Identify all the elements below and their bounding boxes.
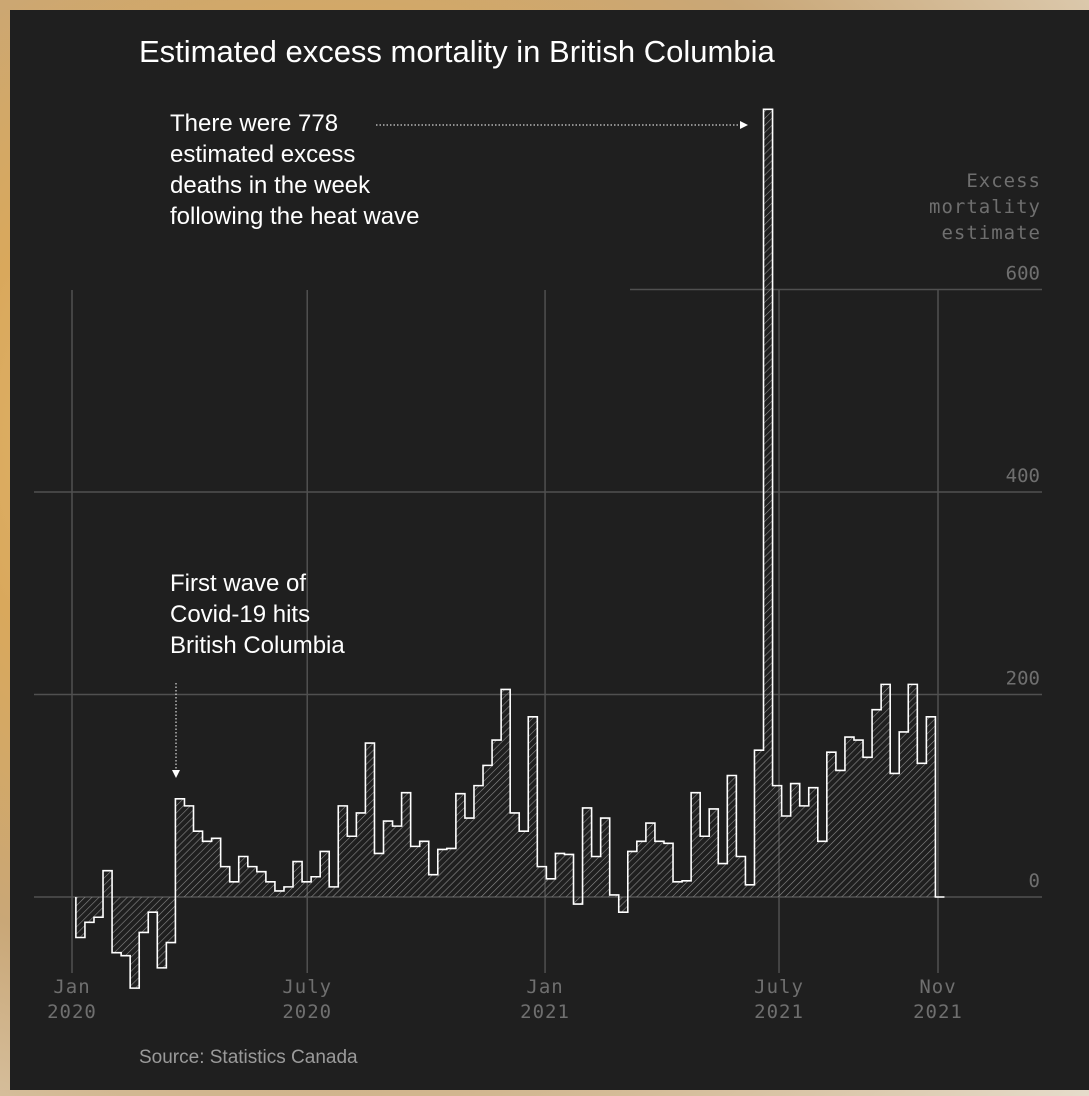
source-note: Source: Statistics Canada: [139, 1047, 358, 1068]
x-tick-label: July: [754, 976, 804, 998]
y-axis-label-line: Excess: [966, 170, 1041, 192]
x-tick-label: 2021: [913, 1001, 963, 1023]
excess-mortality-line: [75, 108, 945, 989]
heat-wave-annotation: There were 778 estimated excess deaths i…: [170, 108, 420, 232]
x-tick-label: Nov: [919, 976, 956, 998]
chart-card: 0 200 400 600 Jan 2020 July 2020 Jan 2021 July 2021…: [10, 10, 1089, 1090]
x-tick-label: Jan: [526, 976, 563, 998]
y-tick-label: 200: [1006, 668, 1040, 690]
annotation-line: deaths in the week: [170, 172, 371, 199]
y-tick-label: 0: [1029, 870, 1040, 892]
y-tick-label: 600: [1006, 263, 1040, 285]
x-tick-label: 2020: [47, 1001, 97, 1023]
covid-arrowhead: [172, 770, 180, 778]
y-tick-label: 400: [1006, 465, 1040, 487]
y-axis-label-line: mortality: [929, 196, 1041, 218]
annotation-line: following the heat wave: [170, 203, 420, 230]
annotation-line: estimated excess: [170, 141, 356, 168]
excess-mortality-area: [75, 109, 945, 989]
annotation-line: British Columbia: [170, 632, 345, 659]
annotation-line: There were 778: [170, 110, 339, 137]
annotation-line: Covid-19 hits: [170, 601, 311, 628]
annotation-line: First wave of: [170, 570, 307, 597]
x-tick-label: Jan: [53, 976, 90, 998]
x-tick-label: 2021: [754, 1001, 804, 1023]
chart-plot: 0 200 400 600 Jan 2020 July 2020 Jan 2021 July 2021…: [34, 108, 1042, 1023]
covid-annotation: First wave of Covid-19 hits British Colu…: [170, 568, 345, 661]
x-tick-label: July: [282, 976, 332, 998]
x-tick-label: 2021: [520, 1001, 570, 1023]
chart-title: Estimated excess mortality in British Co…: [139, 34, 775, 69]
y-axis-label-line: estimate: [941, 222, 1041, 244]
heat-wave-arrowhead: [740, 121, 748, 129]
x-tick-label: 2020: [282, 1001, 332, 1023]
y-axis-label: Excess mortality estimate: [929, 168, 1041, 246]
